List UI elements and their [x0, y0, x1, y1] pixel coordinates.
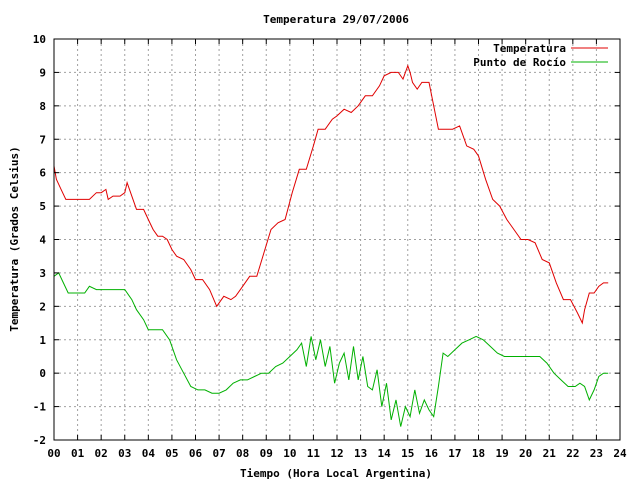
y-axis-label: Temperatura (Grados Celsius)	[8, 146, 21, 331]
grid	[54, 39, 620, 440]
x-tick-label: 23	[590, 447, 603, 460]
x-tick-label: 07	[212, 447, 225, 460]
x-tick-label: 05	[165, 447, 178, 460]
y-tick-label: 2	[39, 300, 46, 313]
x-tick-label: 09	[260, 447, 273, 460]
x-tick-label: 16	[425, 447, 439, 460]
x-tick-label: 14	[378, 447, 392, 460]
x-tick-label: 06	[189, 447, 203, 460]
ticks	[53, 38, 621, 441]
x-tick-label: 10	[283, 447, 296, 460]
y-tick-labels: -2 -1 0 1 2 3 4 5 6 7 8 9 10	[33, 33, 47, 447]
x-tick-label: 02	[95, 447, 108, 460]
legend: Temperatura Punto de Rocío	[473, 42, 608, 69]
x-axis-label: Tiempo (Hora Local Argentina)	[240, 467, 432, 480]
x-tick-label: 18	[472, 447, 485, 460]
y-tick-label: -2	[33, 434, 46, 447]
y-tick-label: 0	[39, 367, 46, 380]
x-tick-label: 04	[142, 447, 156, 460]
y-tick-label: 10	[33, 33, 46, 46]
legend-label-temperatura: Temperatura	[493, 42, 566, 55]
x-tick-label: 24	[613, 447, 627, 460]
y-tick-label: 6	[39, 167, 46, 180]
x-tick-label: 17	[448, 447, 461, 460]
x-tick-label: 03	[118, 447, 131, 460]
series-line-punto-de-rocio	[53, 272, 609, 427]
y-tick-label: 9	[39, 66, 46, 79]
x-tick-label: 19	[495, 447, 508, 460]
y-tick-label: 5	[39, 200, 46, 213]
x-tick-label: 01	[71, 447, 85, 460]
legend-label-punto-de-rocio: Punto de Rocío	[473, 56, 566, 69]
chart-title: Temperatura 29/07/2006	[263, 13, 409, 26]
series-line-temperatura	[53, 64, 609, 325]
x-tick-labels: 00 01 02 03 04 05 06 07 08 09 10 11 12 13 14 15 16 17 18 19…	[47, 447, 627, 460]
x-tick-label: 12	[330, 447, 343, 460]
x-tick-label: 15	[401, 447, 414, 460]
y-tick-label: 8	[39, 100, 46, 113]
y-tick-label: 1	[39, 334, 46, 347]
series-layer	[53, 64, 609, 427]
x-tick-label: 21	[543, 447, 557, 460]
y-tick-label: 7	[39, 133, 46, 146]
y-tick-label: 3	[39, 267, 46, 280]
x-tick-label: 20	[519, 447, 532, 460]
x-tick-label: 22	[566, 447, 579, 460]
x-tick-label: 00	[47, 447, 60, 460]
y-tick-label: 4	[39, 234, 46, 247]
x-tick-label: 13	[354, 447, 367, 460]
y-tick-label: -1	[33, 401, 47, 414]
x-tick-label: 08	[236, 447, 249, 460]
x-tick-label: 11	[307, 447, 321, 460]
